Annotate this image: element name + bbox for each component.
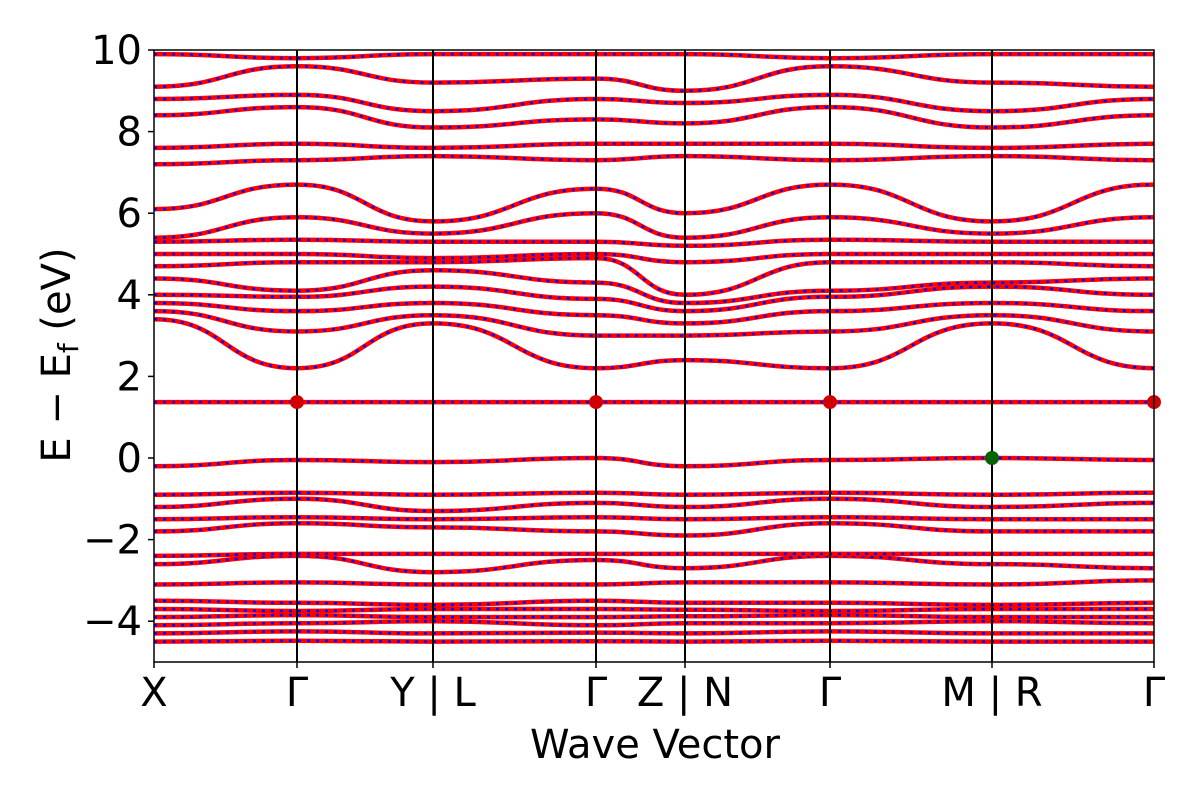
- x-axis: X Γ Y | L Γ Z | N Γ M | R Γ: [140, 662, 1166, 716]
- y-axis: −4 −2 0 2 4 6 8 10: [83, 28, 154, 645]
- y-tick-label: 4: [117, 273, 142, 319]
- band-line-overlay: [154, 65, 1154, 93]
- y-tick-label: −4: [83, 599, 142, 645]
- band-line-overlay: [154, 301, 1154, 325]
- band-line: [154, 284, 1154, 314]
- y-axis-title-sub: f: [52, 342, 85, 353]
- x-tick-label: Γ: [1143, 670, 1166, 716]
- conduction-band-min-marker: [823, 395, 837, 410]
- band-line: [154, 638, 1154, 644]
- band-line: [154, 153, 1154, 167]
- x-tick-label: Γ: [286, 670, 309, 716]
- band-line-overlay: [154, 318, 1154, 370]
- y-tick-label: 0: [117, 436, 142, 482]
- band-line: [154, 551, 1154, 559]
- band-line: [154, 490, 1154, 497]
- y-tick-label: 8: [117, 110, 142, 156]
- plot-frame: [153, 49, 1155, 663]
- y-tick-label: 2: [117, 354, 142, 400]
- y-axis-title-main: E − E: [34, 353, 80, 463]
- y-axis-title-unit: (eV): [34, 247, 80, 343]
- y-tick-label: 6: [117, 191, 142, 237]
- band-line: [154, 578, 1154, 587]
- band-line-overlay: [154, 269, 1154, 305]
- band-line: [154, 598, 1154, 608]
- x-tick-label: Z | N: [637, 670, 733, 716]
- conduction-band-min-marker: [589, 395, 603, 410]
- band-line: [154, 455, 1154, 469]
- band-line: [154, 606, 1154, 614]
- band-line: [154, 521, 1154, 538]
- y-axis-title-text: E − Ef (eV): [34, 247, 85, 462]
- band-line-overlay: [154, 554, 1154, 574]
- y-tick-label: −2: [83, 518, 142, 564]
- conduction-band-min-marker: [290, 395, 304, 410]
- band-line-overlay: [154, 105, 1154, 129]
- band-line: [154, 514, 1154, 522]
- band-line: [154, 629, 1154, 636]
- y-axis-title: E − Ef (eV): [34, 247, 85, 462]
- x-tick-label: Γ: [585, 670, 608, 716]
- band-line-overlay: [154, 309, 1154, 337]
- band-line: [154, 237, 1154, 249]
- band-line-overlay: [154, 497, 1154, 513]
- x-axis-title: Wave Vector: [530, 722, 781, 768]
- x-tick-label: M | R: [941, 670, 1042, 716]
- band-line: [154, 618, 1154, 628]
- band-line: [154, 51, 1154, 61]
- band-lines: [154, 51, 1154, 644]
- band-line-overlay: [154, 211, 1154, 239]
- x-tick-label: Y | L: [389, 670, 476, 716]
- band-line: [154, 612, 1154, 620]
- band-line-overlay: [154, 256, 1154, 297]
- band-line: [154, 251, 1154, 265]
- band-line-overlay: [154, 183, 1154, 223]
- plot-area: [154, 50, 1161, 662]
- band-line-overlay: [154, 93, 1154, 113]
- band-line: [154, 141, 1154, 151]
- x-tick-label: X: [140, 670, 167, 716]
- valence-band-max-marker: [985, 451, 999, 465]
- x-tick-label: Γ: [819, 670, 842, 716]
- y-tick-label: 10: [91, 28, 142, 74]
